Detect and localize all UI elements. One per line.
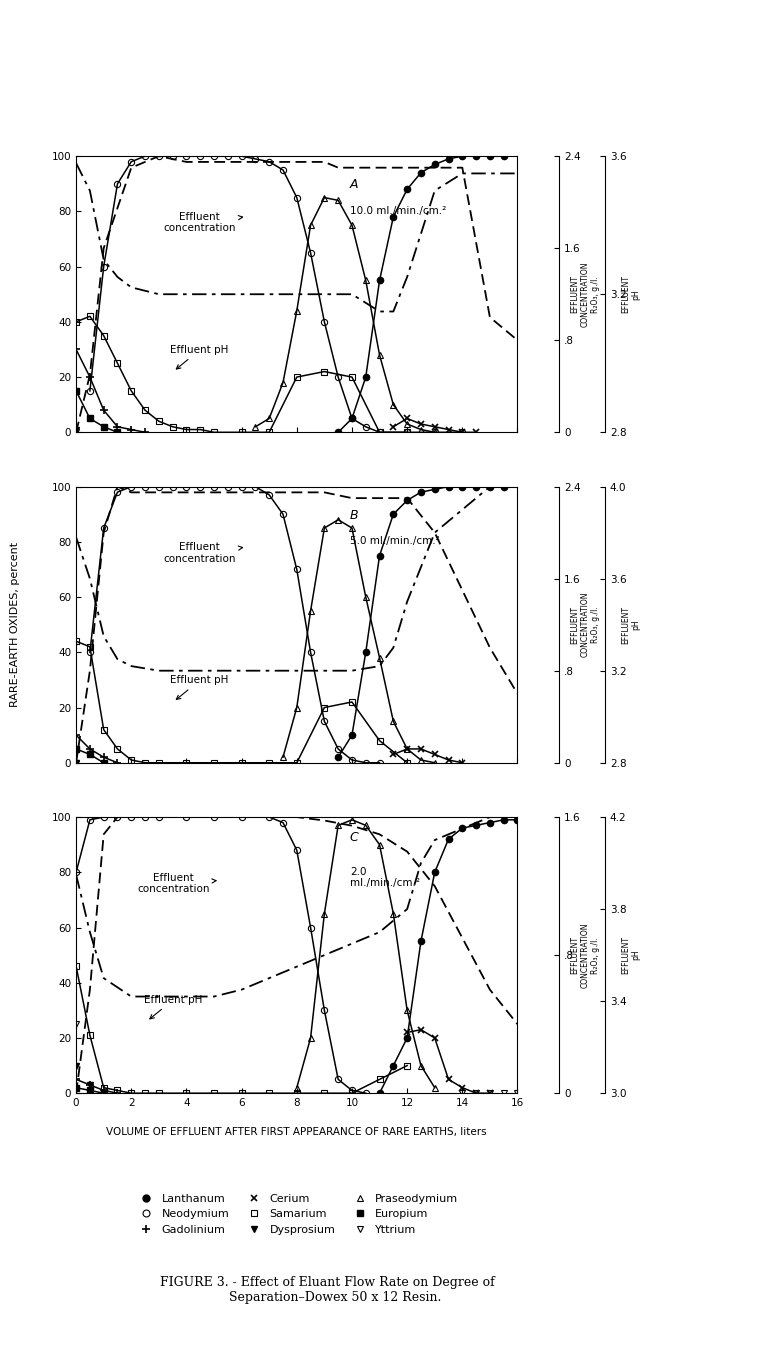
Y-axis label: EFFLUENT
pH: EFFLUENT pH — [621, 936, 640, 974]
Text: Effluent pH: Effluent pH — [144, 995, 202, 1018]
Text: FIGURE 3. - Effect of Eluant Flow Rate on Degree of
    Separation–Dowex 50 x 12: FIGURE 3. - Effect of Eluant Flow Rate o… — [160, 1275, 495, 1304]
Text: Effluent pH: Effluent pH — [170, 345, 229, 369]
Text: 10.0 ml./min./cm.²: 10.0 ml./min./cm.² — [350, 206, 446, 216]
Text: RARE-EARTH OXIDES, percent: RARE-EARTH OXIDES, percent — [10, 542, 21, 708]
Text: B: B — [350, 509, 358, 521]
Y-axis label: EFFLUENT
CONCENTRATION
R₂O₃, g./l.: EFFLUENT CONCENTRATION R₂O₃, g./l. — [570, 262, 600, 327]
Y-axis label: EFFLUENT
pH: EFFLUENT pH — [621, 606, 640, 644]
Text: Effluent pH: Effluent pH — [170, 675, 229, 699]
Text: Effluent
concentration: Effluent concentration — [164, 542, 243, 564]
Y-axis label: EFFLUENT
pH: EFFLUENT pH — [621, 276, 640, 314]
Text: 2.0
ml./min./cm.²: 2.0 ml./min./cm.² — [350, 866, 420, 888]
Text: C: C — [350, 831, 358, 843]
Text: 5.0 ml./min./cm.²: 5.0 ml./min./cm.² — [350, 536, 440, 546]
Legend: Lanthanum, Neodymium, Gadolinium, Cerium, Samarium, Dysprosium, Praseodymium, Eu: Lanthanum, Neodymium, Gadolinium, Cerium… — [135, 1194, 458, 1234]
Text: A: A — [350, 178, 358, 191]
Text: Effluent
concentration: Effluent concentration — [137, 873, 216, 895]
Text: Effluent
concentration: Effluent concentration — [164, 212, 243, 234]
Y-axis label: EFFLUENT
CONCENTRATION
R₂O₃, g./l.: EFFLUENT CONCENTRATION R₂O₃, g./l. — [570, 922, 600, 987]
Text: VOLUME OF EFFLUENT AFTER FIRST APPEARANCE OF RARE EARTHS, liters: VOLUME OF EFFLUENT AFTER FIRST APPEARANC… — [107, 1127, 487, 1137]
Y-axis label: EFFLUENT
CONCENTRATION
R₂O₃, g./l.: EFFLUENT CONCENTRATION R₂O₃, g./l. — [570, 592, 600, 657]
